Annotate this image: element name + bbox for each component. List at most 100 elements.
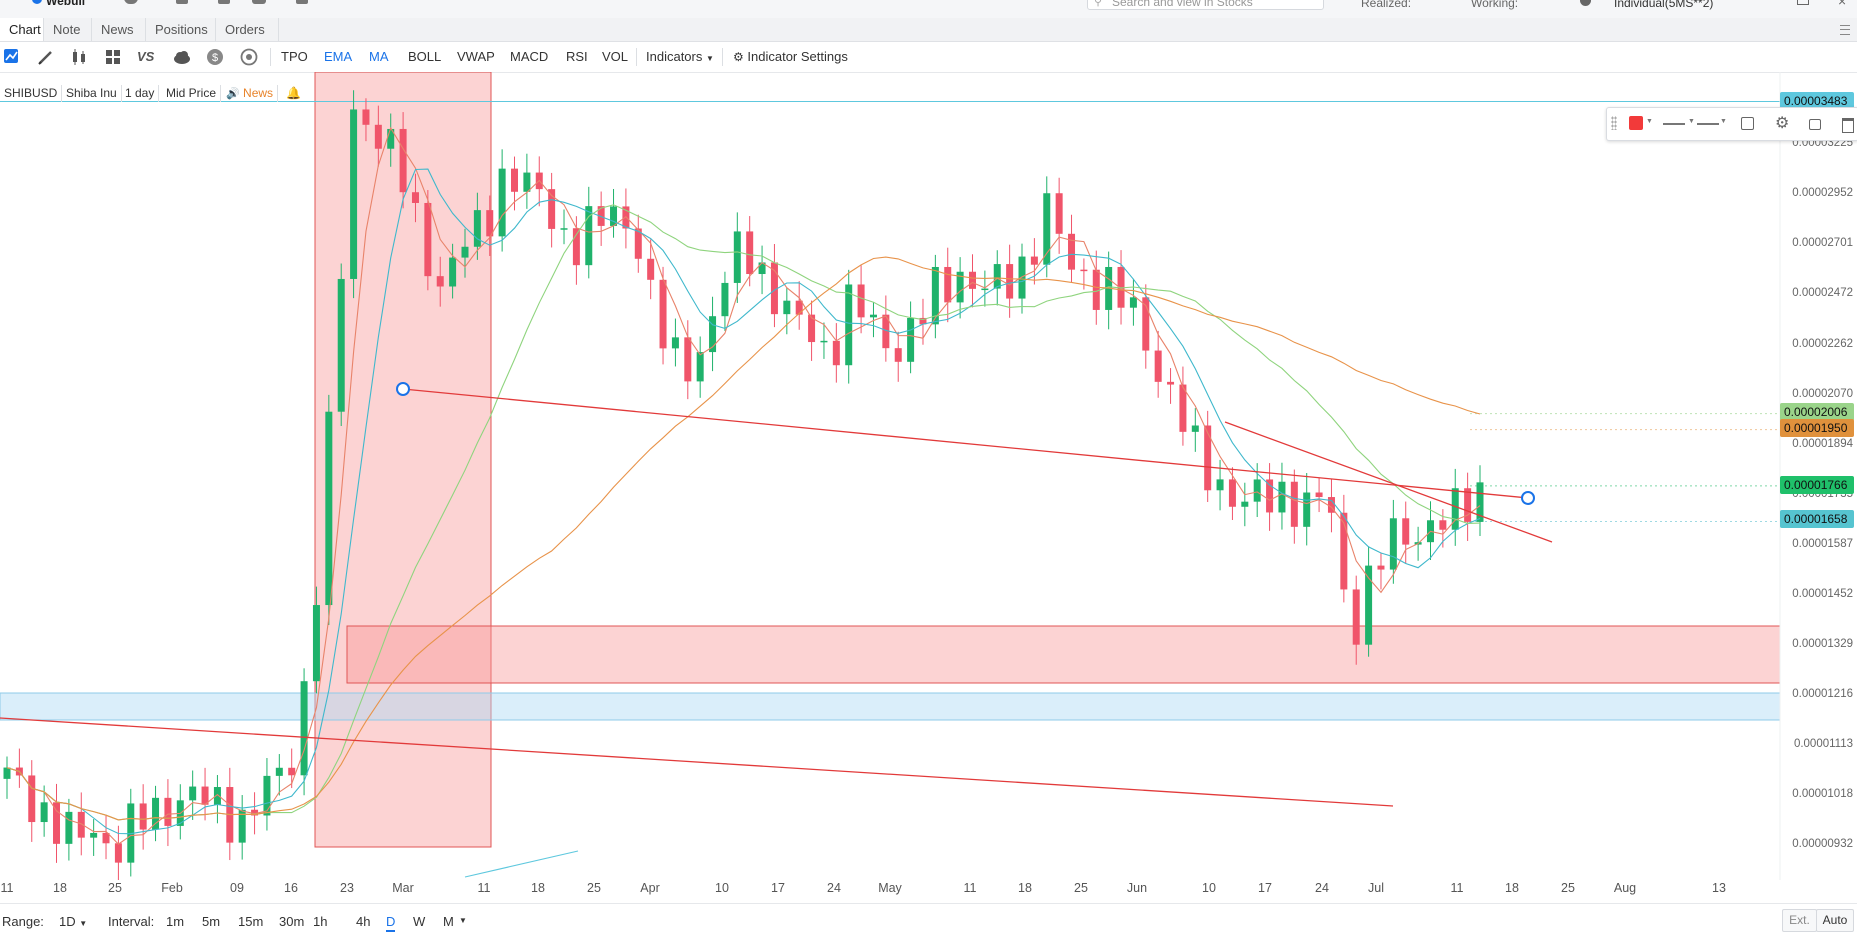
candlestick-icon[interactable] [69, 47, 91, 67]
line-width-icon[interactable] [1697, 123, 1719, 125]
tabs-bar: Chart Note News Positions Orders [0, 18, 1857, 42]
layout-grid-icon[interactable] [103, 47, 125, 67]
candle-body [1117, 266, 1125, 308]
indicator-ema[interactable]: EMA [324, 49, 353, 64]
top-icon-c[interactable] [218, 0, 230, 4]
close-icon[interactable]: × [1838, 0, 1847, 9]
vs-icon[interactable]: VS [137, 49, 155, 64]
legend-price-type: Mid Price [162, 85, 222, 102]
candle-body [436, 276, 444, 287]
trash-icon[interactable] [1842, 118, 1854, 133]
price-chart[interactable] [0, 72, 1857, 880]
indicator-vwap[interactable]: VWAP [457, 49, 495, 64]
candle-body [114, 843, 122, 863]
candle-body [325, 411, 333, 606]
speaker-icon: 🔊 [226, 88, 240, 100]
top-icon-b[interactable] [176, 0, 188, 4]
tab-chart[interactable]: Chart [0, 18, 44, 41]
candle-body [139, 803, 147, 830]
interval-1h[interactable]: 1h [313, 914, 328, 929]
indicator-settings-button[interactable]: ⚙ Indicator Settings [733, 49, 848, 64]
indicator-ma[interactable]: MA [369, 49, 389, 64]
candle-body [981, 288, 989, 291]
top-icon-e[interactable] [296, 0, 308, 4]
candle-body [548, 189, 556, 229]
price-tick-label: 0.00002262 [1792, 338, 1853, 350]
indicator-tpo[interactable]: TPO [281, 49, 308, 64]
candle-body [1154, 350, 1162, 382]
candle-body [845, 284, 853, 366]
candle-body [449, 257, 457, 287]
candle-body [882, 314, 890, 349]
list-menu-icon[interactable] [1840, 25, 1850, 35]
time-tick-label: 17 [771, 881, 785, 895]
clone-icon[interactable] [1741, 117, 1754, 130]
working-label: Working: [1471, 0, 1519, 10]
indicator-vol[interactable]: VOL [602, 49, 629, 64]
candle-body [288, 767, 296, 776]
candle-body [263, 775, 271, 816]
interval-30m[interactable]: 30m [279, 914, 305, 929]
interval-5m[interactable]: 5m [202, 914, 221, 929]
logo-icon[interactable] [32, 0, 42, 4]
interval-d[interactable]: D [386, 914, 396, 932]
indicator-boll[interactable]: BOLL [408, 49, 442, 64]
ema-fast-line [6, 126, 1481, 845]
line-chart-icon[interactable] [2, 47, 24, 67]
tab-news[interactable]: News [92, 18, 146, 41]
settings-icon[interactable]: ⚙ [1775, 115, 1790, 132]
time-tick-label: Mar [392, 881, 414, 895]
account-selector[interactable]: Individual(5MS**2) [1614, 0, 1714, 10]
pencil-icon[interactable] [36, 47, 58, 67]
interval-15m[interactable]: 15m [238, 914, 264, 929]
top-icon-a[interactable] [124, 0, 138, 4]
drag-handle-icon[interactable] [1611, 116, 1617, 130]
candle-body [1389, 518, 1397, 570]
time-tick-label: 23 [340, 881, 354, 895]
candle-body [956, 271, 964, 303]
bell-icon[interactable]: 🔔 [286, 86, 301, 100]
auto-scale-toggle[interactable]: Auto [1816, 909, 1854, 932]
top-icon-d[interactable] [252, 0, 266, 4]
indicators-menu[interactable]: Indicators ▼ [646, 49, 714, 64]
caret-down-icon: ▼ [706, 54, 714, 63]
tab-note[interactable]: Note [44, 18, 92, 41]
extended-hours-toggle[interactable]: Ext. [1782, 909, 1817, 932]
interval-1m[interactable]: 1m [166, 914, 185, 929]
candle-body [1216, 479, 1224, 491]
price-tick-label: 0.00001329 [1792, 638, 1853, 650]
price-tick-label: 0.00000932 [1792, 838, 1853, 850]
time-tick-label: 11 [1450, 881, 1464, 895]
candle-body [152, 797, 160, 830]
candle-body [523, 172, 531, 192]
tab-positions[interactable]: Positions [146, 18, 216, 41]
interval-m[interactable]: M [443, 914, 454, 929]
line-style-icon[interactable] [1663, 123, 1685, 125]
interval-w[interactable]: W [413, 914, 426, 929]
toolbar-divider [722, 48, 723, 66]
color-swatch-icon[interactable] [1629, 116, 1643, 130]
unlock-icon[interactable] [1809, 119, 1821, 130]
interval-label: Interval: [108, 914, 155, 929]
candle-body [808, 314, 816, 343]
time-tick-label: 18 [1018, 881, 1032, 895]
range-selector[interactable]: 1D ▼ [59, 914, 88, 929]
time-tick-label: Jun [1126, 881, 1148, 895]
candle-body [1290, 481, 1298, 527]
legend-news[interactable]: 🔊 News [222, 85, 279, 102]
tab-orders[interactable]: Orders [216, 18, 279, 41]
indicator-macd[interactable]: MACD [510, 49, 549, 64]
external-link-icon[interactable] [1797, 0, 1809, 5]
dollar-icon[interactable]: $ [205, 47, 227, 67]
clock-cycle-icon[interactable] [239, 47, 261, 67]
candle-body [1303, 492, 1311, 527]
indicator-rsi[interactable]: RSI [566, 49, 588, 64]
price-badge: 0.00001658 [1780, 510, 1854, 528]
interval-4h[interactable]: 4h [356, 914, 371, 929]
candle-body [65, 811, 73, 844]
search-input[interactable]: ⚲ Search and view in Stocks [1087, 0, 1324, 10]
candle-body [758, 262, 766, 275]
cloud-icon[interactable] [171, 47, 193, 67]
candle-body [1030, 256, 1038, 265]
price-tick-label: 0.00001216 [1792, 688, 1853, 700]
